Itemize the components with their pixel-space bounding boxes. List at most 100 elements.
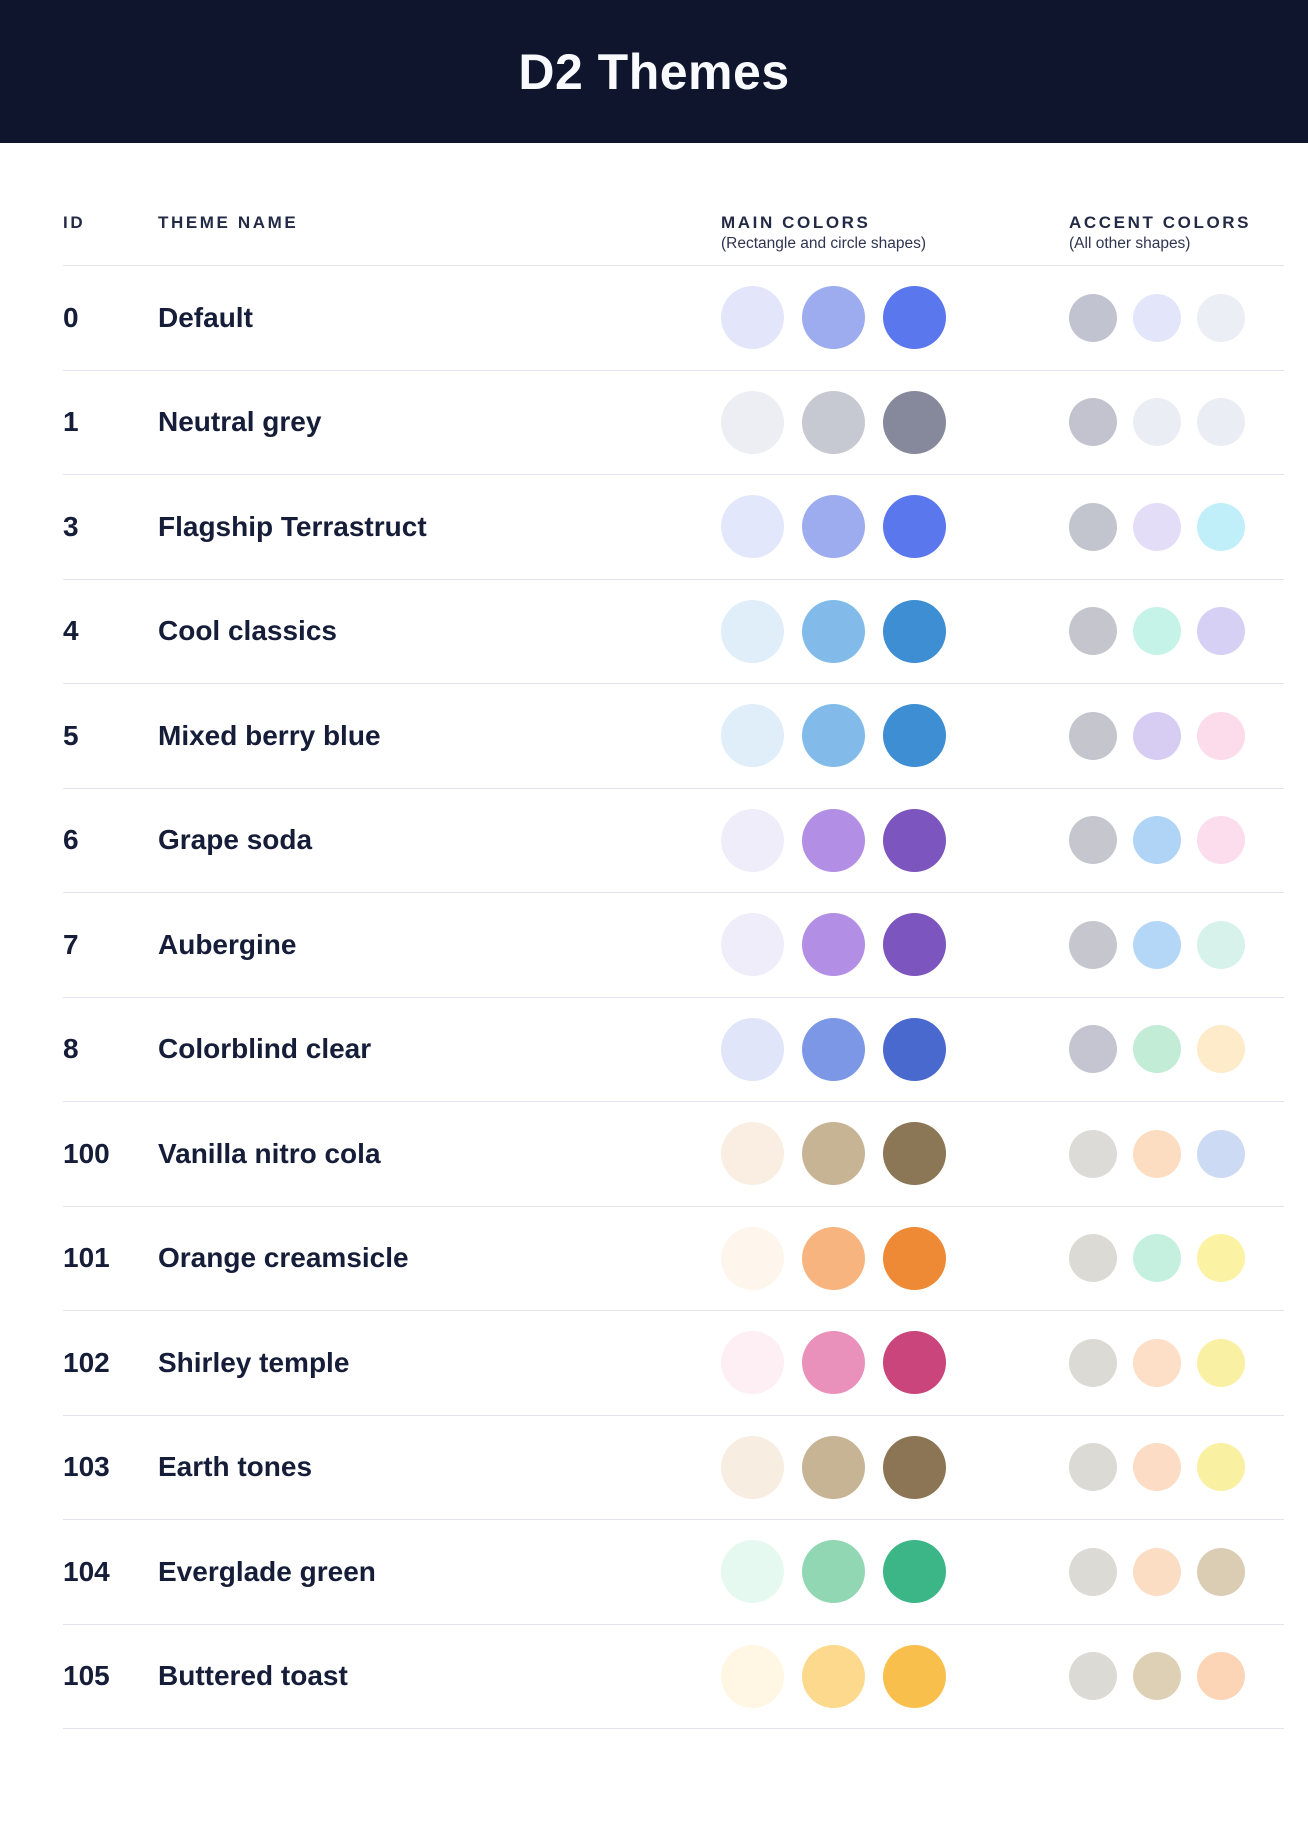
accent-color-swatches <box>1069 920 1245 969</box>
main-color-swatch <box>883 1331 946 1395</box>
accent-color-swatch <box>1197 816 1245 865</box>
main-color-swatches <box>721 390 946 454</box>
theme-id: 4 <box>63 615 79 647</box>
main-color-swatch <box>883 1226 946 1290</box>
accent-color-swatch <box>1133 1234 1181 1283</box>
accent-color-swatch <box>1133 293 1181 342</box>
main-color-swatch <box>802 1644 865 1708</box>
accent-color-swatch <box>1069 502 1117 551</box>
theme-id: 6 <box>63 824 79 856</box>
theme-row: 7 Aubergine <box>63 893 1284 998</box>
accent-color-swatches <box>1069 1652 1245 1701</box>
main-color-swatch <box>721 704 784 768</box>
accent-color-swatch <box>1133 816 1181 865</box>
main-color-swatches <box>721 1540 946 1604</box>
accent-color-swatches <box>1069 1547 1245 1596</box>
main-color-swatch <box>721 599 784 663</box>
accent-color-swatch <box>1197 711 1245 760</box>
main-color-swatch <box>883 704 946 768</box>
main-color-swatch <box>802 599 865 663</box>
main-color-swatches <box>721 1331 946 1395</box>
main-color-swatch <box>721 1435 784 1499</box>
accent-color-swatch <box>1197 607 1245 656</box>
theme-id: 1 <box>63 406 79 438</box>
theme-id: 101 <box>63 1242 110 1274</box>
main-color-swatch <box>802 1331 865 1395</box>
main-color-swatches <box>721 1435 946 1499</box>
main-color-swatch <box>721 913 784 977</box>
accent-color-swatch <box>1133 1443 1181 1492</box>
theme-row: 104 Everglade green <box>63 1520 1284 1625</box>
theme-row: 4 Cool classics <box>63 580 1284 684</box>
theme-id: 104 <box>63 1555 110 1587</box>
main-color-swatches <box>721 1644 946 1708</box>
theme-row: 6 Grape soda <box>63 789 1284 893</box>
theme-row: 101 Orange creamsicle <box>63 1207 1284 1311</box>
accent-colors-sublabel: (All other shapes) <box>1069 235 1191 252</box>
accent-color-swatch <box>1197 1129 1245 1178</box>
theme-name: Everglade green <box>158 1555 376 1587</box>
accent-color-swatch <box>1133 1338 1181 1387</box>
accent-color-swatches <box>1069 1025 1245 1074</box>
main-color-swatch <box>883 599 946 663</box>
theme-row: 5 Mixed berry blue <box>63 684 1284 789</box>
accent-color-swatch <box>1133 1547 1181 1596</box>
main-color-swatch <box>802 1122 865 1186</box>
main-color-swatch <box>802 704 865 768</box>
accent-color-swatches <box>1069 607 1245 656</box>
accent-color-swatch <box>1069 920 1117 969</box>
theme-name: Vanilla nitro cola <box>158 1137 381 1169</box>
main-color-swatch <box>721 808 784 872</box>
accent-color-swatch <box>1133 1652 1181 1701</box>
column-header-theme-name: THEME NAME <box>158 213 299 232</box>
theme-id: 3 <box>63 510 79 542</box>
accent-color-swatch <box>1069 1129 1117 1178</box>
main-color-swatch <box>721 1540 784 1604</box>
accent-colors-label: ACCENT COLORS <box>1069 213 1252 232</box>
main-colors-sublabel: (Rectangle and circle shapes) <box>721 235 927 252</box>
theme-name: Buttered toast <box>158 1660 348 1692</box>
main-color-swatch <box>721 1017 784 1081</box>
accent-color-swatch <box>1133 502 1181 551</box>
accent-color-swatch <box>1069 1547 1117 1596</box>
theme-id: 100 <box>63 1137 110 1169</box>
main-color-swatch <box>802 286 865 350</box>
accent-color-swatch <box>1197 1652 1245 1701</box>
accent-color-swatches <box>1069 398 1245 447</box>
theme-name: Mixed berry blue <box>158 719 381 751</box>
main-color-swatch <box>802 495 865 559</box>
main-colors-label: MAIN COLORS <box>721 213 871 232</box>
accent-color-swatch <box>1197 502 1245 551</box>
theme-id: 103 <box>63 1451 110 1483</box>
accent-color-swatch <box>1069 1234 1117 1283</box>
accent-color-swatch <box>1133 1129 1181 1178</box>
main-color-swatch <box>721 390 784 454</box>
theme-name: Earth tones <box>158 1451 313 1483</box>
page-header: D2 Themes <box>0 0 1308 143</box>
theme-row: 8 Colorblind clear <box>63 998 1284 1102</box>
theme-name: Aubergine <box>158 928 297 960</box>
accent-color-swatch <box>1069 711 1117 760</box>
accent-color-swatches <box>1069 816 1245 865</box>
accent-color-swatch <box>1197 1443 1245 1492</box>
main-color-swatch <box>883 1644 946 1708</box>
main-color-swatches <box>721 599 946 663</box>
main-color-swatches <box>721 704 946 768</box>
theme-rows: 0 Default 1 Neutral grey 3 <box>63 265 1284 1729</box>
theme-row: 100 Vanilla nitro cola <box>63 1102 1284 1207</box>
main-color-swatch <box>802 1435 865 1499</box>
main-color-swatches <box>721 808 946 872</box>
column-header-id: ID <box>63 213 86 232</box>
theme-name: Shirley temple <box>158 1346 350 1378</box>
theme-name: Orange creamsicle <box>158 1242 409 1274</box>
accent-color-swatch <box>1069 1338 1117 1387</box>
main-color-swatch <box>883 1435 946 1499</box>
theme-name: Default <box>158 301 253 333</box>
main-color-swatches <box>721 1122 946 1186</box>
main-color-swatch <box>802 1017 865 1081</box>
theme-id: 0 <box>63 301 79 333</box>
main-color-swatch <box>802 390 865 454</box>
accent-color-swatch <box>1133 607 1181 656</box>
main-color-swatch <box>802 1226 865 1290</box>
accent-color-swatches <box>1069 1443 1245 1492</box>
